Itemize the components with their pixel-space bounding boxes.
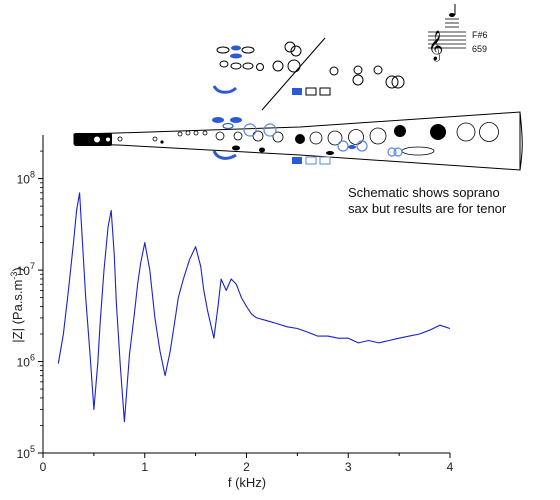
key-diagram (212, 37, 405, 111)
y-axis-ticks: 105 106 107 108 (17, 150, 43, 461)
annotation-line-2: sax but results are for tenor (348, 201, 507, 216)
x-tick-label: 0 (40, 460, 47, 474)
x-tick-label: 3 (345, 460, 352, 474)
treble-clef-icon: 𝄞 (428, 30, 443, 62)
x-tick-label: 2 (243, 460, 250, 474)
y-tick-label: 108 (17, 170, 35, 187)
saxophone-schematic (73, 111, 523, 171)
x-axis-ticks: 0 1 2 3 4 (40, 453, 454, 474)
x-axis-label: f (kHz) (228, 475, 266, 490)
axes (42, 135, 450, 454)
impedance-series-line (57, 192, 451, 423)
y-tick-label: 106 (17, 353, 35, 370)
series-layer (57, 192, 451, 423)
y-axis-label: |Z| (Pa.s.m-3) (9, 267, 25, 342)
x-tick-label: 4 (447, 460, 454, 474)
y-tick-label: 107 (17, 261, 35, 278)
plot-area: 0 1 2 3 4 105 106 107 108 (17, 135, 454, 474)
x-tick-label: 1 (141, 460, 148, 474)
y-tick-label: 105 (17, 444, 35, 461)
note-label: F#6 (472, 30, 488, 40)
music-staff: 𝄞 (428, 4, 466, 62)
annotation-line-1: Schematic shows soprano (348, 185, 500, 200)
frequency-label: 659 (472, 44, 487, 54)
